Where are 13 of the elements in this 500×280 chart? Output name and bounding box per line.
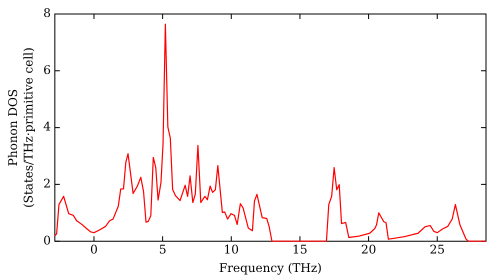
y-tick-label: 8 [43,6,51,20]
y-axis-title: Phonon DOS (States/THz·primitive cell) [6,47,36,208]
x-tick-label: 10 [224,242,239,257]
x-tick-label: 0 [90,242,98,257]
y-tick-label: 2 [43,176,51,191]
x-tick-label: 20 [360,242,376,257]
y-tick-label: 0 [43,233,51,248]
x-tick-label: 25 [430,242,445,257]
x-tick-label: 5 [158,242,166,257]
x-tick-label: 15 [292,242,308,257]
y-tick-label: 4 [43,120,52,134]
y-tick-label: 6 [43,62,51,77]
x-axis-title: Frequency (THz) [218,260,322,275]
